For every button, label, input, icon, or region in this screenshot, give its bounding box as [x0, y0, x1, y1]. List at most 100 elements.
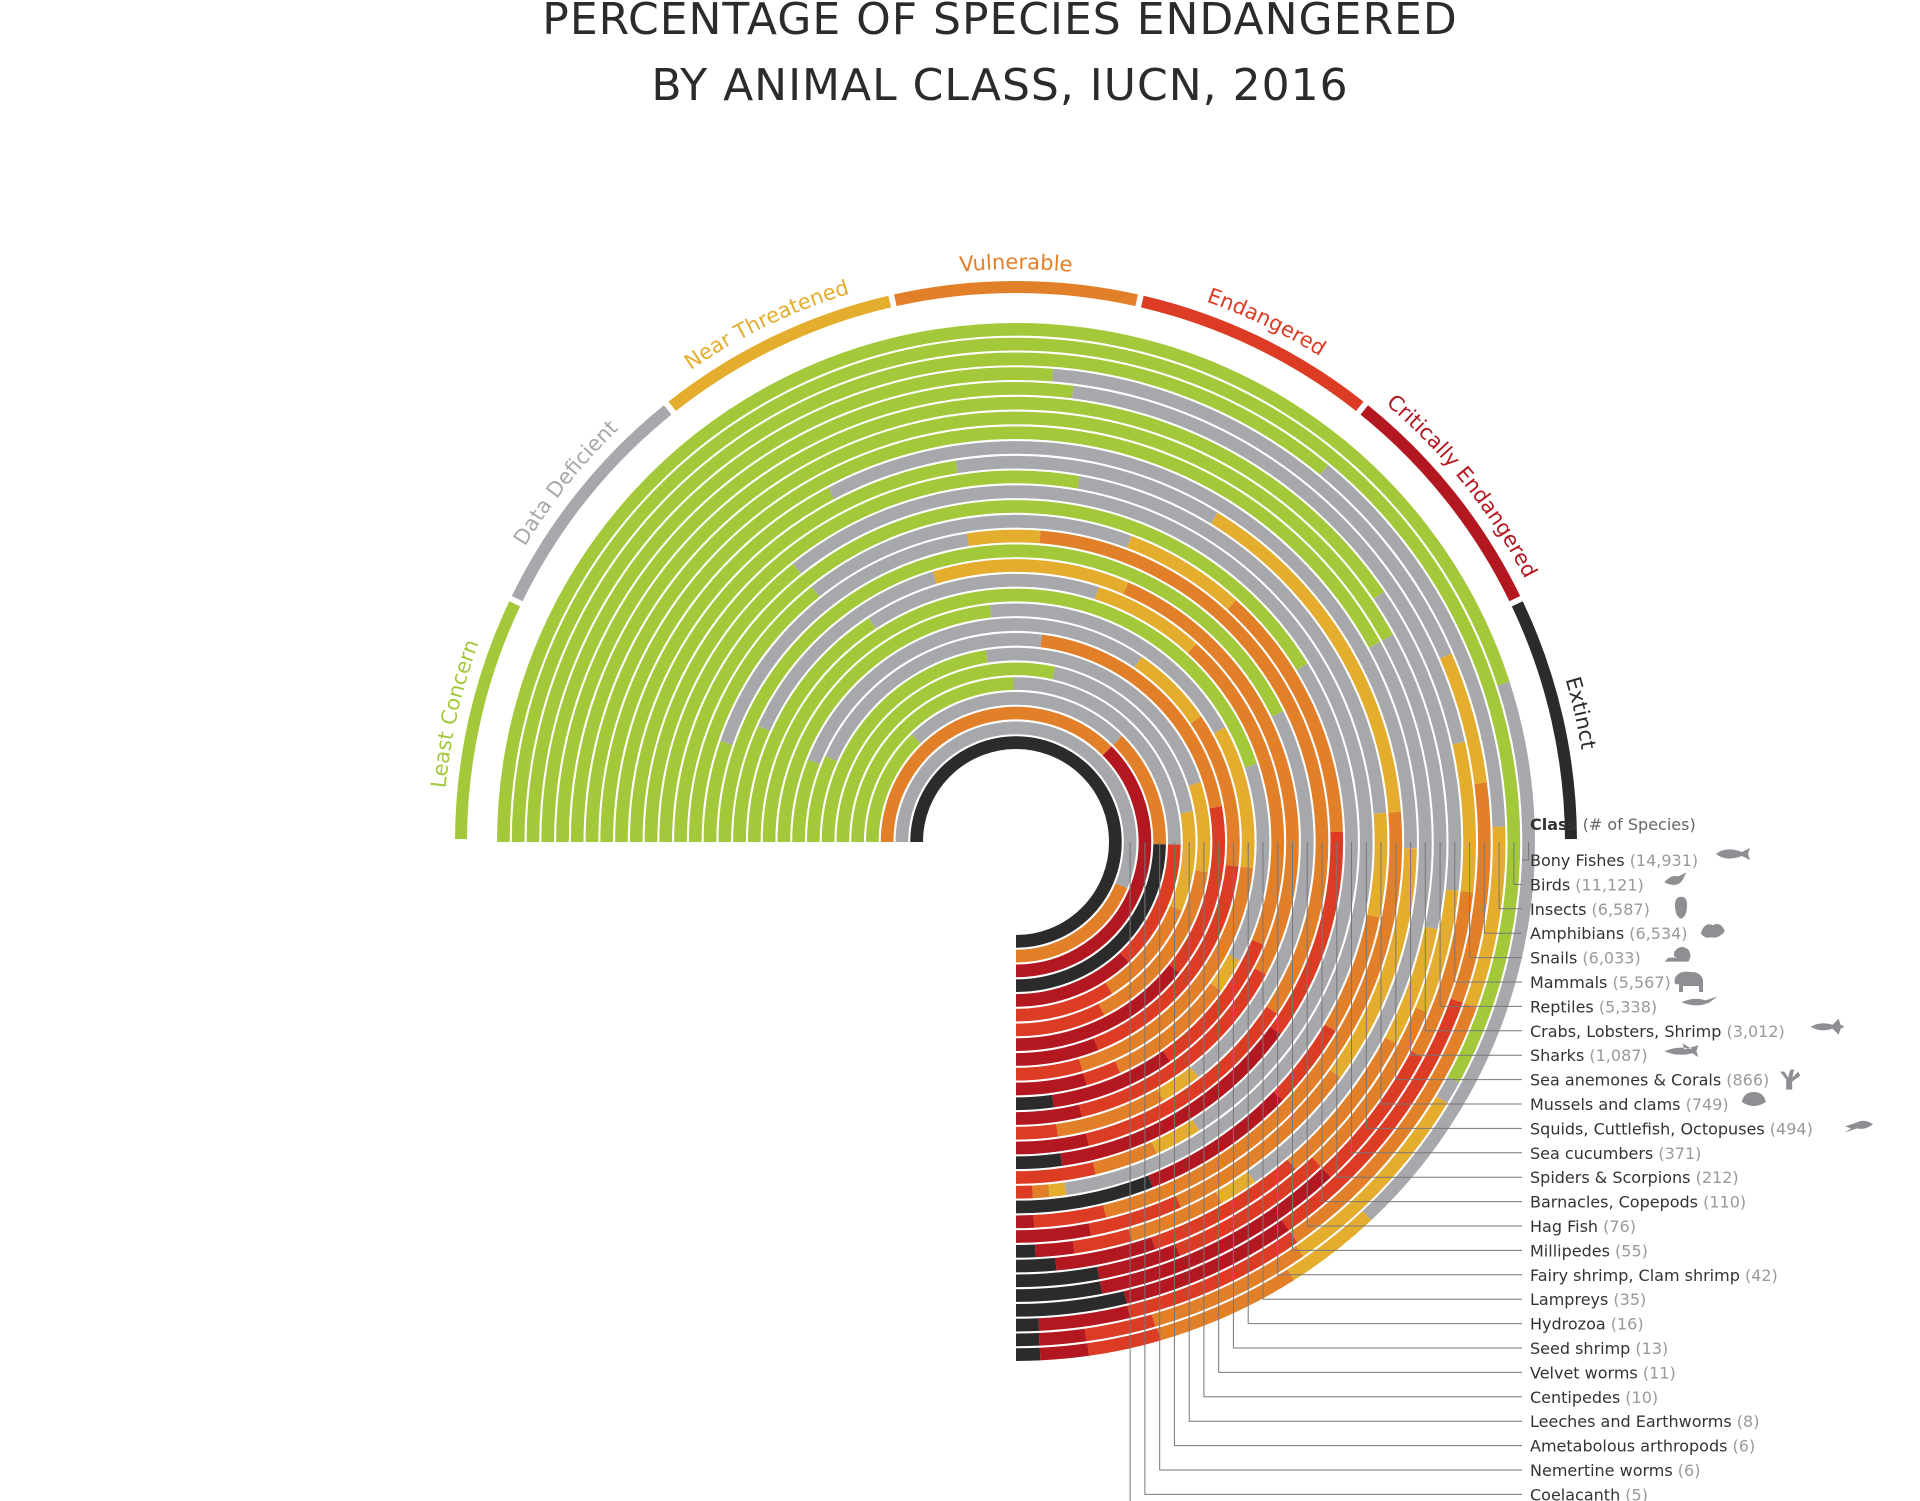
ring-millipedes	[733, 559, 1299, 1125]
legend-item: Crabs, Lobsters, Shrimp (3,012)	[1530, 1022, 1785, 1041]
segment-cr	[1015, 1223, 1092, 1243]
ring-innermost	[910, 736, 1122, 948]
legend-item: Mussels and clams (749)	[1530, 1095, 1729, 1114]
segment-vu	[1123, 582, 1299, 975]
leader-line	[1351, 842, 1522, 1154]
leader-line	[1173, 842, 1522, 1447]
segment-dd	[1077, 476, 1387, 814]
segment-cr	[1038, 1305, 1131, 1331]
ring-nemertine-worms	[865, 692, 1166, 993]
segment-nt	[967, 529, 1041, 547]
segment-en	[1083, 1061, 1121, 1086]
segment-en	[1273, 1024, 1336, 1101]
title-line-2: BY ANIMAL CLASS, IUCN, 2016	[651, 60, 1348, 111]
segment-en	[1281, 998, 1463, 1231]
leader-line	[1410, 842, 1522, 1056]
leader-line	[1498, 842, 1522, 910]
leader-line	[1513, 842, 1522, 885]
segment-vu	[1040, 634, 1222, 809]
segment-vu	[1411, 891, 1474, 1058]
chart-title: PERCENTAGE OF SPECIES ENDANGERED BY ANIM…	[542, 0, 1457, 111]
leader-line	[1129, 842, 1131, 1501]
ring-coelacanth	[880, 706, 1152, 978]
leader-line	[1395, 842, 1522, 1081]
segment-dd	[1436, 1076, 1460, 1104]
arc-lc	[455, 601, 521, 840]
segment-vu	[1114, 983, 1221, 1073]
leader-line	[1232, 842, 1522, 1349]
category-label-vu: Vulnerable	[958, 250, 1073, 277]
segment-lc	[688, 586, 820, 843]
title-line-1: PERCENTAGE OF SPECIES ENDANGERED	[542, 0, 1457, 45]
segment-vu	[1113, 735, 1166, 845]
ring-hydrozoa	[777, 603, 1255, 1081]
segment-dd	[1052, 666, 1193, 814]
segment-ex	[1015, 1318, 1040, 1332]
segment-ex	[1015, 844, 1166, 993]
segment-en	[1079, 968, 1266, 1118]
segment-vu	[1032, 1184, 1050, 1199]
segment-cr	[1038, 1328, 1087, 1346]
segment-en	[1015, 1162, 1096, 1184]
segment-nt	[1157, 1067, 1199, 1101]
ring-reptiles	[585, 411, 1447, 1273]
segment-vu	[1092, 1141, 1157, 1175]
legend-item: Spiders & Scorpions (212)	[1530, 1168, 1739, 1187]
segment-lc	[777, 604, 992, 843]
ring-barnacles-copepods	[703, 529, 1329, 1155]
ring-velvet-worms	[806, 632, 1226, 1052]
segment-en	[1015, 982, 1113, 1022]
ring-amphibians	[541, 367, 1491, 1317]
segment-lc	[747, 617, 876, 843]
segment-en	[1088, 1195, 1181, 1236]
legend-item: Snails (6,033)	[1530, 949, 1641, 968]
frog-icon	[1700, 924, 1725, 938]
legend-item: Fairy shrimp, Clam shrimp (42)	[1530, 1266, 1778, 1285]
ring-spiders-scorpions	[688, 514, 1344, 1170]
segment-lc	[615, 487, 835, 843]
segment-vu	[1039, 530, 1329, 1014]
segment-en	[1127, 1232, 1298, 1318]
lizard-icon	[1681, 996, 1718, 1006]
segment-nt	[1170, 811, 1196, 911]
segment-lc	[836, 662, 1056, 843]
legend-item: Squids, Cuttlefish, Octopuses (494)	[1530, 1119, 1813, 1138]
segment-nt	[1440, 653, 1487, 785]
coral-icon	[1780, 1069, 1801, 1090]
segment-dd	[895, 721, 1137, 889]
segment-vu	[1227, 600, 1343, 833]
ring-crabs-lobsters-shrimp	[600, 426, 1432, 1258]
segment-ex	[1015, 1281, 1103, 1302]
segment-en	[1085, 1006, 1278, 1146]
segment-nt	[1048, 1182, 1067, 1198]
segment-ex	[1015, 1291, 1127, 1317]
segment-cr	[1060, 1026, 1281, 1166]
segment-nt	[932, 559, 1129, 595]
ring-fairy-shrimp-clam-shrimp	[747, 573, 1285, 1111]
elephant-icon	[1674, 971, 1703, 992]
legend-item: Coelacanth (5)	[1530, 1485, 1648, 1501]
segment-vu	[1157, 1269, 1295, 1341]
segment-nt	[1151, 1119, 1200, 1154]
segment-dd	[807, 618, 1142, 765]
legend: Class (# of Species) Bony Fishes (14,931…	[1530, 815, 1813, 1501]
segment-vu	[1105, 905, 1182, 994]
segment-en	[1120, 844, 1181, 963]
segment-dd	[1192, 663, 1358, 1131]
leader-line	[1522, 842, 1530, 861]
leader-line	[1277, 842, 1522, 1276]
segment-vu	[1324, 914, 1380, 1032]
legend-item: Mammals (5,567)	[1530, 973, 1671, 992]
legend-item: Ametabolous arthropods (6)	[1530, 1437, 1755, 1456]
segment-dd	[868, 573, 1099, 629]
legend-item: Lampreys (35)	[1530, 1290, 1646, 1309]
legend-item: Millipedes (55)	[1530, 1241, 1648, 1260]
legend-item: Velvet worms (11)	[1530, 1363, 1676, 1382]
segment-lc	[718, 544, 1284, 843]
legend-item: Hydrozoa (16)	[1530, 1315, 1644, 1334]
segment-ex	[1015, 1153, 1063, 1170]
leader-line	[1321, 842, 1522, 1203]
segment-dd	[825, 632, 1043, 762]
leader-line	[1469, 842, 1522, 959]
squid-icon	[1845, 1120, 1873, 1133]
